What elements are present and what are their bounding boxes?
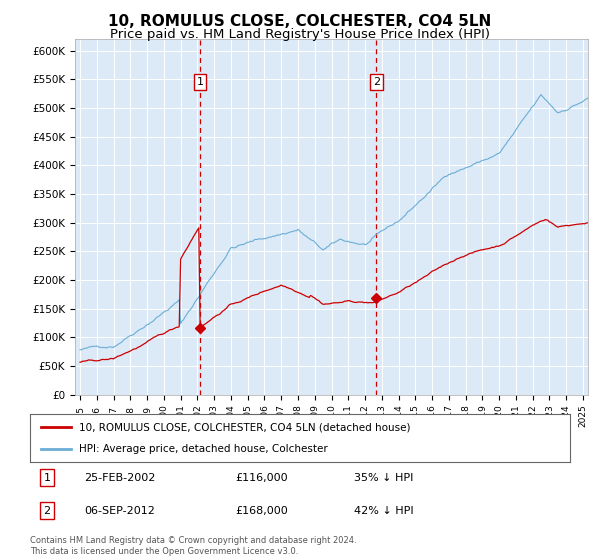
Text: 1: 1	[196, 77, 203, 87]
Text: 35% ↓ HPI: 35% ↓ HPI	[354, 473, 413, 483]
Text: 2: 2	[44, 506, 50, 516]
Text: HPI: Average price, detached house, Colchester: HPI: Average price, detached house, Colc…	[79, 444, 328, 454]
Text: 06-SEP-2012: 06-SEP-2012	[84, 506, 155, 516]
Text: Contains HM Land Registry data © Crown copyright and database right 2024.
This d: Contains HM Land Registry data © Crown c…	[30, 536, 356, 556]
Text: 42% ↓ HPI: 42% ↓ HPI	[354, 506, 413, 516]
Text: 25-FEB-2002: 25-FEB-2002	[84, 473, 155, 483]
Text: £116,000: £116,000	[235, 473, 288, 483]
Text: 10, ROMULUS CLOSE, COLCHESTER, CO4 5LN (detached house): 10, ROMULUS CLOSE, COLCHESTER, CO4 5LN (…	[79, 422, 410, 432]
Text: £168,000: £168,000	[235, 506, 288, 516]
Text: Price paid vs. HM Land Registry's House Price Index (HPI): Price paid vs. HM Land Registry's House …	[110, 28, 490, 41]
Text: 2: 2	[373, 77, 380, 87]
Text: 1: 1	[44, 473, 50, 483]
Text: 10, ROMULUS CLOSE, COLCHESTER, CO4 5LN: 10, ROMULUS CLOSE, COLCHESTER, CO4 5LN	[109, 14, 491, 29]
